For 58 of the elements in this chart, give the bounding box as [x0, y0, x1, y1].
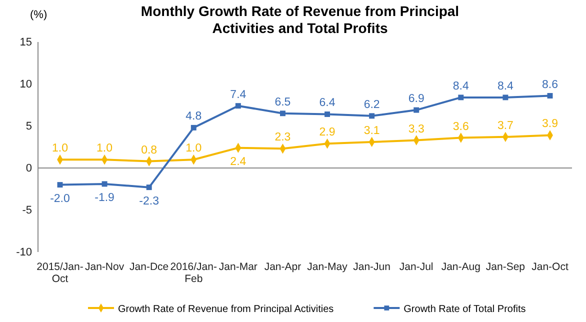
- data-label: 3.6: [452, 120, 469, 133]
- data-label: 6.9: [408, 93, 424, 106]
- data-label: 8.6: [542, 78, 558, 91]
- x-tick-label: 2016/Jan-Feb: [170, 261, 218, 285]
- data-label: 3.3: [408, 123, 424, 136]
- data-label: 0.8: [141, 144, 158, 156]
- x-tick-label: Jan-Nov: [84, 261, 125, 273]
- x-tick-label: Jan-Apr: [264, 261, 302, 273]
- point: [235, 103, 241, 109]
- x-tick-label: Jan-Sep: [486, 261, 526, 273]
- data-label: -1.9: [94, 192, 114, 204]
- legend-label: Growth Rate of Total Profits: [404, 304, 526, 315]
- point: [190, 124, 196, 130]
- data-label: 3.7: [497, 120, 514, 132]
- chart-title: Monthly Growth Rate of Revenue from Principal Activities and Total Profits: [140, 3, 460, 36]
- data-label: 3.9: [542, 118, 558, 130]
- x-tick-label: Jan-May: [307, 261, 348, 273]
- x-tick-label: 2015/Jan-Oct: [36, 261, 84, 285]
- point: [57, 182, 63, 188]
- data-label: 1.0: [96, 142, 113, 155]
- data-label: 6.4: [319, 97, 336, 110]
- y-tick-label: 0: [26, 162, 32, 175]
- x-tick-label: Jan-Aug: [441, 261, 481, 273]
- point: [502, 94, 508, 100]
- point: [414, 107, 420, 113]
- y-tick-label: -10: [16, 246, 32, 259]
- data-label: 7.4: [230, 88, 247, 101]
- data-label: 2.4: [230, 156, 247, 168]
- y-tick-label: -5: [22, 204, 32, 217]
- y-tick-label: 10: [20, 78, 32, 91]
- x-tick-label: Jan-Mar: [218, 261, 258, 273]
- data-label: 3.1: [364, 124, 380, 137]
- data-label: 1.0: [186, 142, 202, 155]
- x-tick-label: Jan-Jun: [353, 261, 391, 273]
- x-tick-label: Jan-Dce: [130, 261, 169, 273]
- point: [458, 94, 464, 100]
- data-label: 1.0: [52, 142, 68, 155]
- data-label: -2.3: [139, 195, 160, 208]
- point: [324, 112, 330, 117]
- data-label: 2.9: [319, 126, 336, 139]
- data-label: -2.0: [50, 192, 70, 205]
- x-tick-label: Jan-Jul: [399, 261, 434, 273]
- y-tick-label: 5: [26, 120, 32, 133]
- x-tick-label: Jan-Oct: [532, 261, 568, 273]
- point: [102, 181, 108, 187]
- y-tick-label: 15: [20, 36, 32, 49]
- data-label: 2.3: [274, 132, 291, 144]
- point: [369, 113, 375, 119]
- legend-label: Growth Rate of Revenue from Principal Activities: [118, 304, 334, 315]
- data-label: 6.5: [274, 96, 291, 108]
- data-label: 4.8: [186, 110, 202, 123]
- point: [146, 184, 152, 190]
- point: [280, 110, 286, 116]
- data-label: 8.4: [497, 80, 514, 92]
- data-label: 8.4: [452, 80, 470, 92]
- point: [547, 93, 553, 98]
- data-label: 6.2: [364, 98, 380, 111]
- y-axis-title: (%): [30, 9, 48, 21]
